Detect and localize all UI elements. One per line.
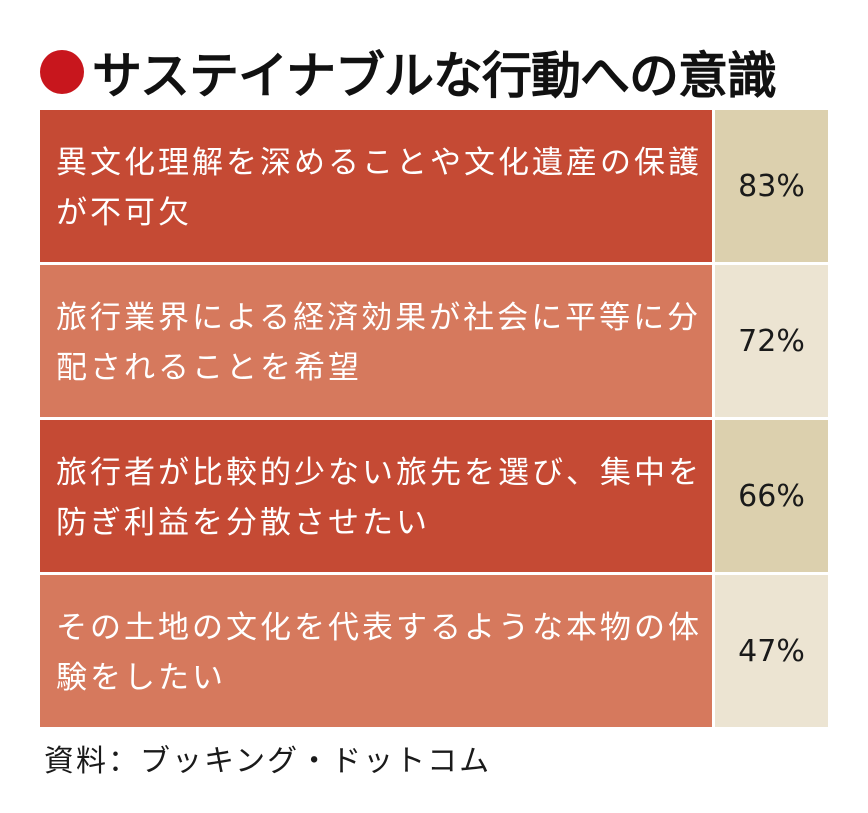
row-value: 72% — [715, 265, 828, 417]
red-dot-icon — [40, 50, 84, 94]
source-note: 資料：ブッキング・ドットコム — [44, 744, 492, 779]
table-row: その土地の文化を代表するような本物の体験をしたい 47% — [40, 575, 828, 727]
row-label: 異文化理解を深めることや文化遺産の保護が不可欠 — [40, 110, 712, 262]
table-row: 旅行者が比較的少ない旅先を選び、集中を防ぎ利益を分散させたい 66% — [40, 420, 828, 572]
table-row: 異文化理解を深めることや文化遺産の保護が不可欠 83% — [40, 110, 828, 262]
row-label: その土地の文化を代表するような本物の体験をしたい — [40, 575, 712, 727]
row-value: 83% — [715, 110, 828, 262]
survey-table: 異文化理解を深めることや文化遺産の保護が不可欠 83% 旅行業界による経済効果が… — [40, 110, 828, 727]
row-value: 47% — [715, 575, 828, 727]
chart-title: サステイナブルな行動への意識 — [92, 47, 777, 105]
chart-title-row: サステイナブルな行動への意識 — [40, 40, 777, 105]
row-label: 旅行業界による経済効果が社会に平等に分配されることを希望 — [40, 265, 712, 417]
row-label: 旅行者が比較的少ない旅先を選び、集中を防ぎ利益を分散させたい — [40, 420, 712, 572]
row-value: 66% — [715, 420, 828, 572]
table-row: 旅行業界による経済効果が社会に平等に分配されることを希望 72% — [40, 265, 828, 417]
